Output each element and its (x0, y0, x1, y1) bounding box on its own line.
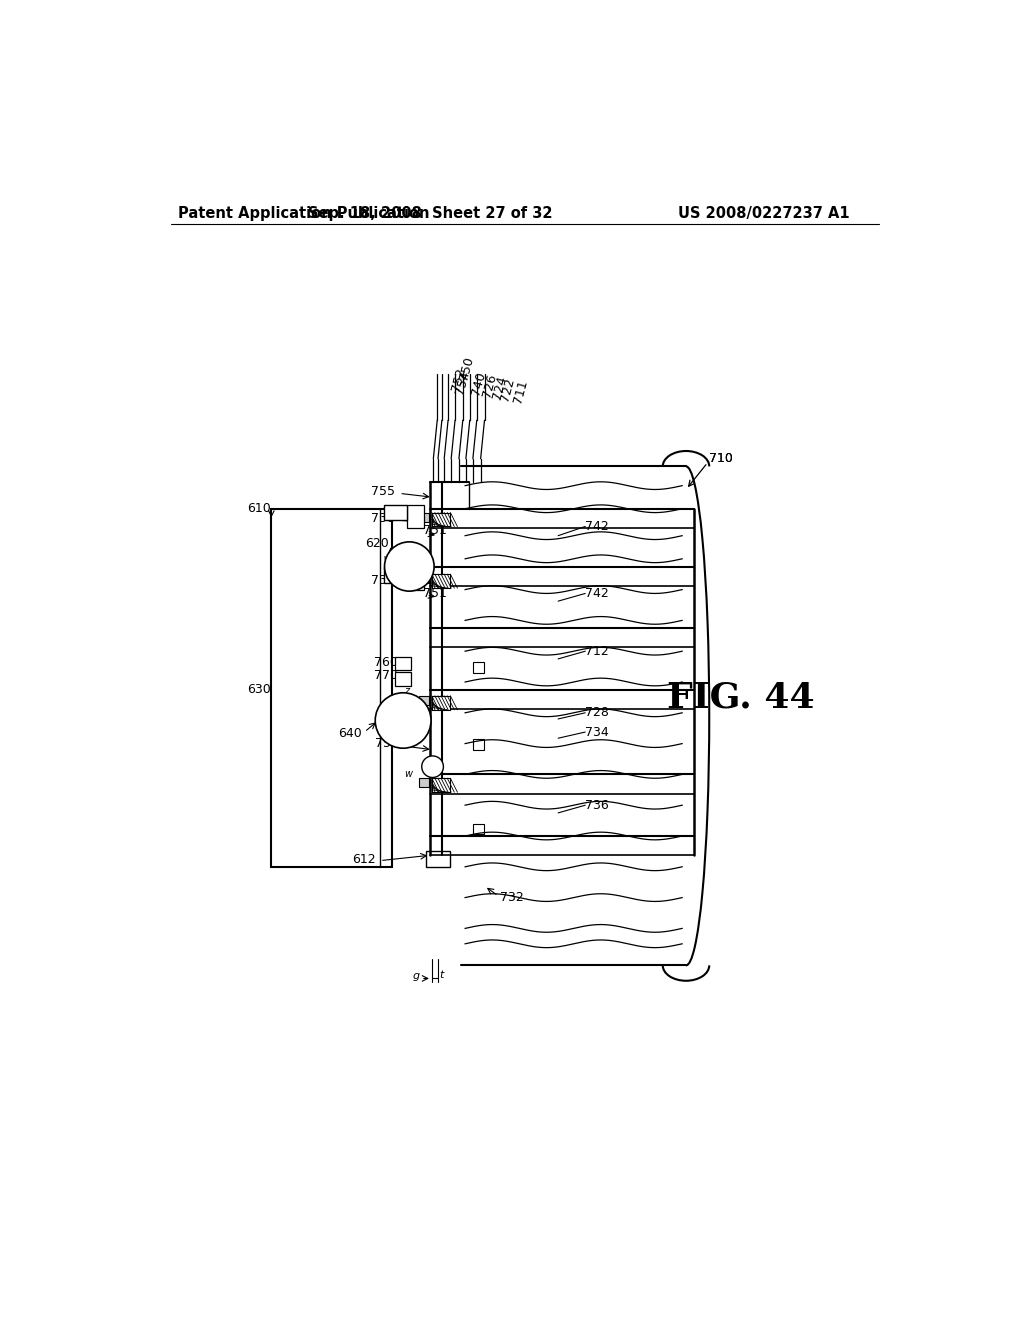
Text: 750: 750 (458, 355, 476, 381)
Bar (473, 739, 483, 750)
Text: 728: 728 (586, 706, 609, 719)
Text: 612: 612 (352, 853, 376, 866)
Text: 742: 742 (586, 520, 609, 533)
Text: h: h (400, 545, 407, 554)
Text: 732: 732 (500, 891, 523, 904)
Text: 726: 726 (480, 372, 500, 399)
Text: 710: 710 (710, 453, 733, 465)
Text: z: z (404, 686, 410, 696)
Text: 724: 724 (490, 375, 509, 401)
Bar (473, 663, 483, 673)
Text: Patent Application Publication: Patent Application Publication (178, 206, 430, 222)
Circle shape (422, 756, 443, 777)
Text: 710: 710 (710, 453, 733, 465)
Bar (395, 656, 411, 671)
Circle shape (385, 541, 434, 591)
Text: 751: 751 (423, 587, 446, 601)
Text: 755: 755 (371, 484, 394, 498)
Bar (395, 672, 411, 686)
Text: FIG. 44: FIG. 44 (667, 680, 814, 714)
Text: 620: 620 (366, 537, 389, 550)
Bar (419, 696, 429, 705)
Bar (419, 779, 429, 788)
Text: 751: 751 (423, 524, 446, 537)
Text: 640: 640 (338, 727, 362, 741)
Bar (426, 851, 450, 867)
Circle shape (375, 693, 431, 748)
Bar (384, 566, 407, 583)
Text: Sep. 18, 2008  Sheet 27 of 32: Sep. 18, 2008 Sheet 27 of 32 (308, 206, 553, 222)
Bar (419, 574, 429, 583)
Bar (432, 696, 451, 710)
Text: US 2008/0227237 A1: US 2008/0227237 A1 (678, 206, 850, 222)
Text: 740: 740 (469, 371, 487, 397)
Text: 752: 752 (450, 367, 468, 393)
Bar (407, 504, 424, 528)
Text: 742: 742 (586, 587, 609, 601)
Bar (419, 512, 429, 521)
Text: 734: 734 (586, 726, 609, 739)
Text: 722: 722 (499, 378, 517, 404)
Bar (473, 824, 483, 834)
Bar (407, 566, 424, 590)
Text: 753: 753 (376, 737, 399, 750)
Text: w: w (404, 770, 413, 779)
Text: 770: 770 (374, 669, 397, 682)
Bar (271, 508, 391, 867)
Text: 736: 736 (586, 799, 609, 812)
Bar (432, 512, 451, 527)
Text: 712: 712 (586, 644, 609, 657)
Text: 738: 738 (371, 574, 394, 587)
Text: g: g (413, 972, 420, 981)
Bar (432, 574, 451, 589)
Text: t: t (439, 970, 444, 979)
Text: 711: 711 (512, 379, 530, 405)
Bar (384, 506, 407, 520)
Text: 754: 754 (454, 370, 472, 396)
Text: 630: 630 (248, 684, 271, 696)
Bar (432, 779, 451, 792)
Text: 760: 760 (374, 656, 397, 669)
Text: 610: 610 (248, 502, 271, 515)
Text: 738: 738 (371, 512, 394, 525)
